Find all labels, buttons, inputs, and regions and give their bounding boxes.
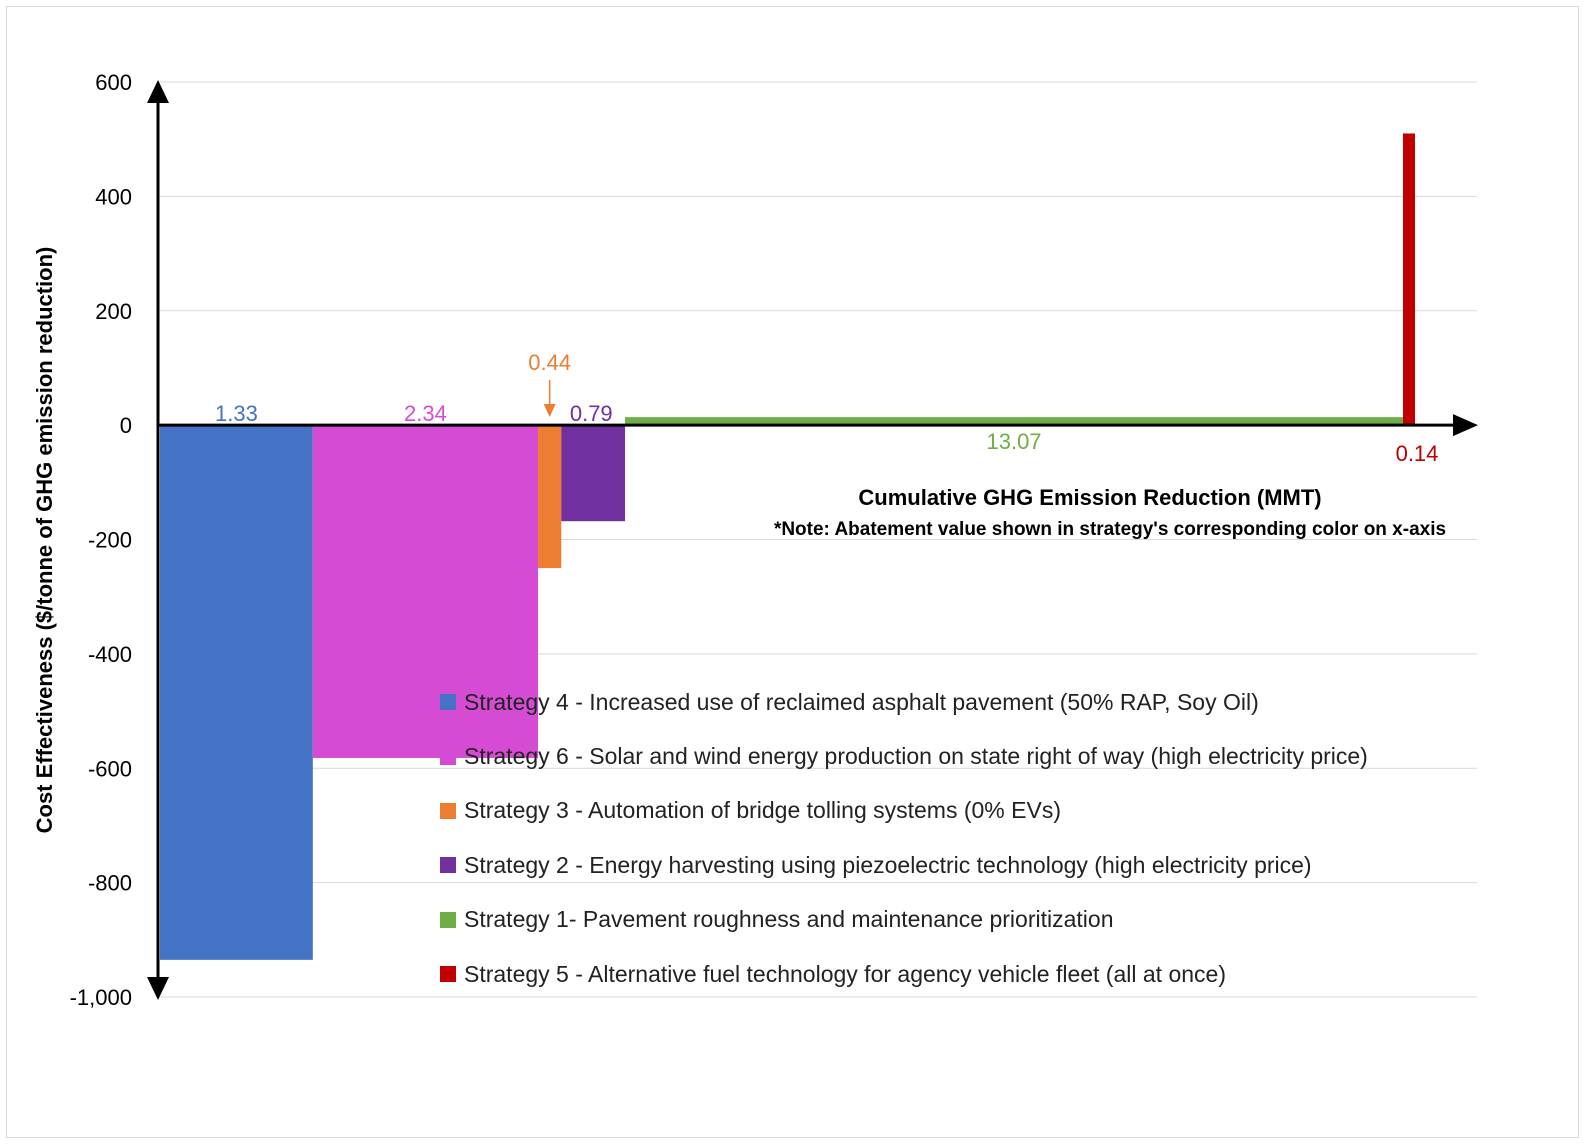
bar-strategy-5 [625, 417, 1403, 426]
y-tick-label: -600 [88, 756, 132, 781]
labels: Cumulative GHG Emission Reduction (MMT) … [32, 70, 1446, 1010]
legend-swatch [440, 694, 456, 711]
legend-swatch [440, 748, 456, 765]
bars [160, 133, 1415, 960]
abatement-value-label: 0.14 [1396, 441, 1439, 466]
y-axis-up-arrow-icon [147, 80, 169, 103]
axes [147, 80, 1478, 1000]
legend-swatch [440, 802, 456, 819]
y-tick-label: -1,000 [70, 985, 132, 1010]
pointer-arrow-icon [543, 404, 556, 417]
legend: Strategy 4 - Increased use of reclaimed … [440, 675, 1540, 1001]
y-tick-label: -200 [88, 528, 132, 553]
legend-label: Strategy 5 - Alternative fuel technology… [464, 960, 1226, 987]
y-tick-label: 400 [95, 184, 132, 209]
legend-swatch [440, 857, 456, 874]
y-tick-label: -800 [88, 871, 132, 896]
y-tick-label: -400 [88, 642, 132, 667]
y-axis-down-arrow-icon [147, 977, 169, 1000]
legend-label: Strategy 1- Pavement roughness and maint… [464, 906, 1114, 933]
bar-strategy-6 [1403, 133, 1415, 426]
legend-label: Strategy 2 - Energy harvesting using pie… [464, 851, 1312, 878]
legend-item: Strategy 6 - Solar and wind energy produ… [440, 729, 1540, 783]
y-tick-label: 600 [95, 70, 132, 95]
abatement-value-label: 1.33 [215, 401, 258, 426]
x-axis-title: Cumulative GHG Emission Reduction (MMT) [858, 485, 1321, 510]
legend-label: Strategy 4 - Increased use of reclaimed … [464, 688, 1259, 715]
legend-item: Strategy 5 - Alternative fuel technology… [440, 947, 1540, 1001]
legend-item: Strategy 4 - Increased use of reclaimed … [440, 675, 1540, 729]
legend-swatch [440, 911, 456, 928]
abatement-value-label: 2.34 [404, 401, 447, 426]
y-tick-label: 0 [120, 413, 132, 438]
bar-strategy-2 [312, 425, 539, 758]
abatement-value-label: 13.07 [986, 429, 1041, 454]
y-axis-title: Cost Effectiveness ($/tonne of GHG emiss… [32, 247, 57, 834]
legend-item: Strategy 1- Pavement roughness and maint… [440, 893, 1540, 947]
x-axis-right-arrow-icon [1453, 414, 1478, 437]
y-tick-label: 200 [95, 299, 132, 324]
legend-item: Strategy 3 - Automation of bridge tollin… [440, 784, 1540, 838]
x-axis-note: *Note: Abatement value shown in strategy… [774, 519, 1446, 540]
legend-swatch [440, 966, 456, 983]
legend-label: Strategy 3 - Automation of bridge tollin… [464, 797, 1061, 824]
bar-strategy-1 [160, 425, 313, 960]
bar-strategy-3 [538, 425, 562, 569]
legend-item: Strategy 2 - Energy harvesting using pie… [440, 838, 1540, 892]
bar-strategy-4 [561, 425, 626, 522]
abatement-value-label: 0.79 [570, 401, 613, 426]
abatement-value-label: 0.44 [528, 350, 571, 375]
legend-label: Strategy 6 - Solar and wind energy produ… [464, 743, 1368, 770]
